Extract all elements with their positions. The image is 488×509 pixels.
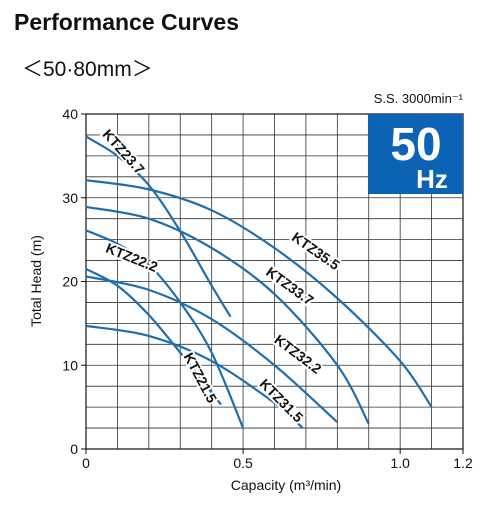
curve xyxy=(85,275,339,424)
curve xyxy=(85,179,433,408)
hz-badge xyxy=(368,114,463,194)
chart-subtitle: ＜50·80mm＞ xyxy=(22,58,153,81)
x-tick-label: 0 xyxy=(82,455,90,471)
curve xyxy=(85,324,304,429)
y-tick-label: 40 xyxy=(62,106,78,122)
y-tick-label: 10 xyxy=(62,357,78,373)
y-tick-label: 20 xyxy=(62,274,78,290)
curve xyxy=(85,229,245,429)
curve xyxy=(85,205,370,425)
x-tick-label: 0.5 xyxy=(233,455,253,471)
curve-label: KTZ22.2 xyxy=(104,240,161,275)
chart-title: Performance Curves xyxy=(14,9,239,35)
y-axis-label: Total Head (m) xyxy=(28,235,44,327)
speed-note: S.S. 3000min⁻¹ xyxy=(374,91,464,106)
y-tick-label: 30 xyxy=(62,190,78,206)
hz-number: 50 xyxy=(390,118,441,170)
curve-label: KTZ35.5 xyxy=(289,229,343,273)
curve-label: KTZ31.5 xyxy=(257,376,307,426)
hz-unit: Hz xyxy=(416,164,448,194)
x-tick-label: 1.2 xyxy=(453,455,473,471)
x-tick-label: 1.0 xyxy=(390,455,410,471)
curve-label: KTZ33.7 xyxy=(263,263,317,308)
curve-label: KTZ23.7 xyxy=(100,126,148,177)
curve xyxy=(85,135,232,318)
x-axis-label: Capacity (m³/min) xyxy=(231,477,341,493)
curve xyxy=(85,267,222,406)
y-tick-label: 0 xyxy=(70,441,78,457)
